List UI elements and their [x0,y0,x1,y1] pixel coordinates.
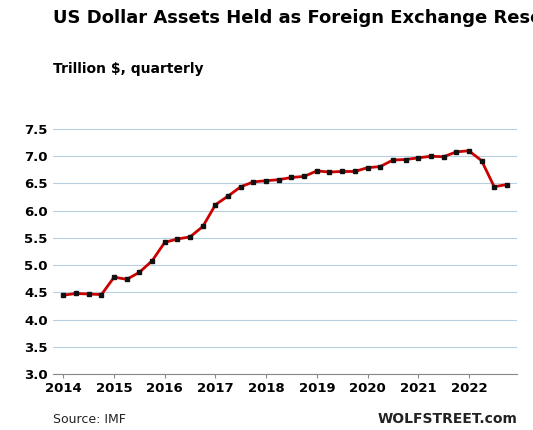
Text: Source: IMF: Source: IMF [53,413,126,426]
Text: US Dollar Assets Held as Foreign Exchange Reserves: US Dollar Assets Held as Foreign Exchang… [53,9,533,27]
Text: WOLFSTREET.com: WOLFSTREET.com [377,412,517,426]
Text: Trillion $, quarterly: Trillion $, quarterly [53,62,204,77]
